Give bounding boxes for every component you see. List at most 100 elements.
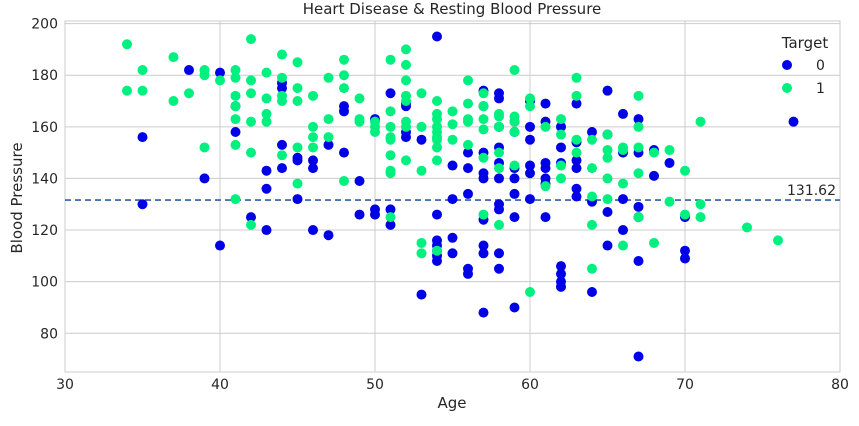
data-point-target-0 [540,212,551,223]
data-point-target-1 [664,196,675,207]
data-point-target-0 [556,281,566,292]
data-point-target-0 [478,240,489,251]
data-point-target-1 [230,194,241,205]
data-point-target-0 [525,134,535,145]
data-point-target-0 [370,209,380,220]
data-point-target-0 [261,165,272,176]
data-point-target-1 [571,147,582,158]
data-point-target-1 [587,134,597,145]
data-point-target-1 [323,72,334,83]
data-point-target-1 [587,219,597,230]
legend-label-1: 1 [816,81,825,97]
data-point-target-0 [447,160,458,171]
data-point-target-1 [618,178,628,189]
data-point-target-1 [246,147,256,158]
data-point-target-0 [618,225,628,236]
data-point-target-1 [385,212,396,223]
data-point-target-0 [571,155,582,166]
data-point-target-0 [137,132,148,143]
y-tick-label: 80 [40,326,58,342]
data-point-target-1 [478,124,489,135]
x-tick-label: 50 [366,377,384,393]
y-tick-label: 200 [31,17,58,33]
data-point-target-1 [339,54,349,65]
data-point-target-0 [447,232,458,243]
x-tick-label: 60 [521,377,539,393]
data-point-target-1 [478,152,489,163]
data-point-target-1 [494,111,504,122]
x-tick-label: 40 [211,377,229,393]
data-point-target-1 [122,39,132,50]
data-point-target-1 [246,88,256,99]
data-point-target-0 [509,188,520,199]
data-point-target-0 [308,225,318,236]
data-point-target-1 [587,163,597,174]
data-point-target-1 [509,65,520,76]
x-tick-label: 70 [676,377,694,393]
data-point-target-1 [432,96,442,107]
legend: Target 0 1 [781,34,829,97]
data-point-target-0 [633,351,644,362]
data-point-target-1 [323,132,334,143]
data-point-target-0 [463,188,473,199]
data-point-target-1 [447,119,458,130]
data-point-target-1 [633,90,644,101]
data-point-target-0 [602,240,613,251]
reference-line: 131.62 [65,183,840,201]
y-tick-label: 180 [31,68,58,84]
data-point-target-1 [509,160,520,171]
data-point-target-1 [571,134,582,145]
data-point-target-1 [695,212,706,223]
data-point-target-1 [602,145,613,156]
data-point-target-0 [509,302,520,313]
data-point-target-1 [416,121,427,132]
data-point-target-0 [246,212,256,223]
data-point-target-1 [556,160,566,171]
y-tick-label: 100 [31,275,58,291]
data-point-target-0 [540,163,551,174]
data-point-target-1 [618,240,628,251]
data-point-target-0 [447,248,458,259]
data-point-target-0 [525,121,535,132]
data-point-target-0 [215,67,225,78]
data-point-target-1 [416,165,427,176]
data-point-target-1 [695,116,706,127]
data-point-target-1 [416,248,427,259]
data-point-target-0 [494,173,504,184]
data-point-target-1 [292,178,303,189]
data-point-target-0 [447,194,458,205]
data-point-target-0 [509,212,520,223]
data-point-target-0 [184,65,194,76]
data-point-target-1 [230,72,241,83]
data-point-target-1 [463,116,473,127]
mean-line-label: 131.62 [787,183,836,199]
data-point-target-1 [199,142,210,153]
data-point-target-0 [308,163,318,174]
data-point-target-0 [339,106,349,117]
data-point-target-0 [587,126,597,137]
data-point-target-1 [571,90,582,101]
data-point-target-0 [680,253,690,264]
data-point-target-1 [525,93,535,104]
data-point-target-1 [292,142,303,153]
data-point-target-0 [354,176,365,187]
data-point-target-1 [432,114,442,125]
data-point-target-1 [494,147,504,158]
data-point-target-1 [401,44,411,55]
data-point-target-0 [416,134,427,145]
data-point-target-0 [571,98,582,109]
data-point-target-1 [773,235,783,246]
data-point-target-1 [230,101,241,112]
data-point-target-1 [137,85,148,96]
data-point-target-1 [370,126,380,137]
data-point-target-1 [742,222,752,233]
plot-frame [64,20,841,373]
data-point-target-0 [292,194,303,205]
data-point-target-0 [556,142,566,153]
data-point-target-1 [494,163,504,174]
data-point-target-1 [432,155,442,166]
data-point-target-1 [230,139,241,150]
data-point-target-1 [416,88,427,99]
data-point-target-1 [261,116,272,127]
data-point-target-0 [556,121,566,132]
